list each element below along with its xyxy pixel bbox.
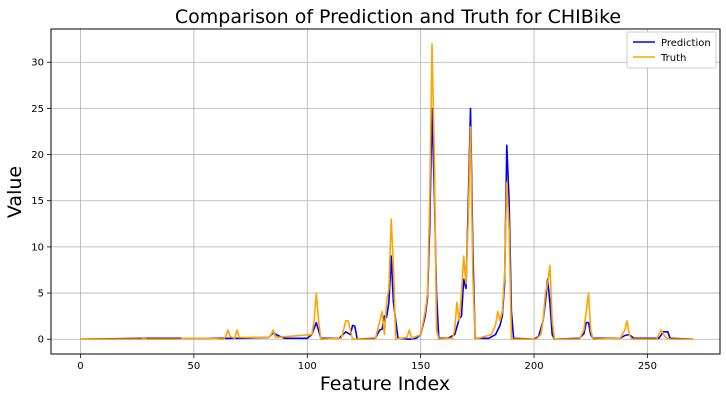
x-tick-label: 250 bbox=[638, 361, 657, 372]
y-tick-label: 0 bbox=[38, 335, 44, 346]
legend-label-prediction: Prediction bbox=[661, 38, 711, 49]
plot-frame bbox=[50, 28, 721, 355]
chart-title: Comparison of Prediction and Truth for C… bbox=[175, 6, 621, 28]
legend: Prediction Truth bbox=[626, 31, 717, 69]
y-tick-label: 15 bbox=[31, 196, 44, 207]
legend-label-truth: Truth bbox=[660, 53, 686, 64]
y-tick-label: 25 bbox=[31, 104, 44, 115]
y-tick-label: 5 bbox=[38, 289, 44, 300]
series-line-truth bbox=[80, 42, 693, 341]
x-tick-label: 50 bbox=[188, 361, 201, 372]
x-axis-label: Feature Index bbox=[320, 373, 450, 395]
y-axis-ticks: 0 5 10 15 20 25 30 bbox=[31, 58, 51, 346]
y-tick-label: 20 bbox=[31, 150, 44, 161]
x-axis-ticks: 0 50 100 150 200 250 bbox=[77, 354, 657, 372]
series-layer bbox=[80, 42, 693, 341]
x-tick-label: 0 bbox=[77, 361, 83, 372]
x-tick-label: 200 bbox=[524, 361, 543, 372]
x-tick-label: 150 bbox=[411, 361, 430, 372]
y-tick-label: 30 bbox=[31, 58, 44, 69]
legend-box bbox=[626, 31, 717, 69]
y-axis-label: Value bbox=[4, 166, 26, 218]
x-tick-label: 100 bbox=[298, 361, 317, 372]
y-tick-label: 10 bbox=[31, 242, 44, 253]
grid-lines bbox=[51, 29, 720, 354]
